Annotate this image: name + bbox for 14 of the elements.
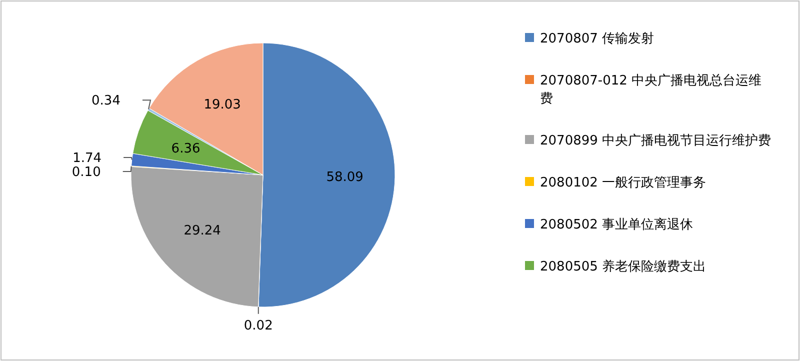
data-label: 58.09 — [326, 170, 364, 185]
data-label: 6.36 — [171, 141, 200, 156]
legend-label: 2080502 事业单位离退休 — [540, 216, 694, 233]
data-label: 19.03 — [204, 98, 241, 113]
legend-label: 2070899 中央广播电视节目运行维护费 — [540, 134, 772, 149]
legend-label: 2070807-012 中央广播电视总台运维费 — [540, 74, 762, 107]
data-label: 29.24 — [184, 223, 221, 238]
legend-label: 2080102 一般行政管理事务 — [540, 176, 706, 191]
data-label: 0.02 — [244, 318, 273, 334]
data-label: 1.74 — [72, 151, 102, 166]
legend-label: 2080505 养老保险缴费支出 — [540, 258, 706, 275]
data-label: 0.10 — [72, 165, 101, 180]
legend-label: 2070807 传输发射 — [540, 32, 654, 47]
data-label: 0.34 — [92, 94, 120, 109]
